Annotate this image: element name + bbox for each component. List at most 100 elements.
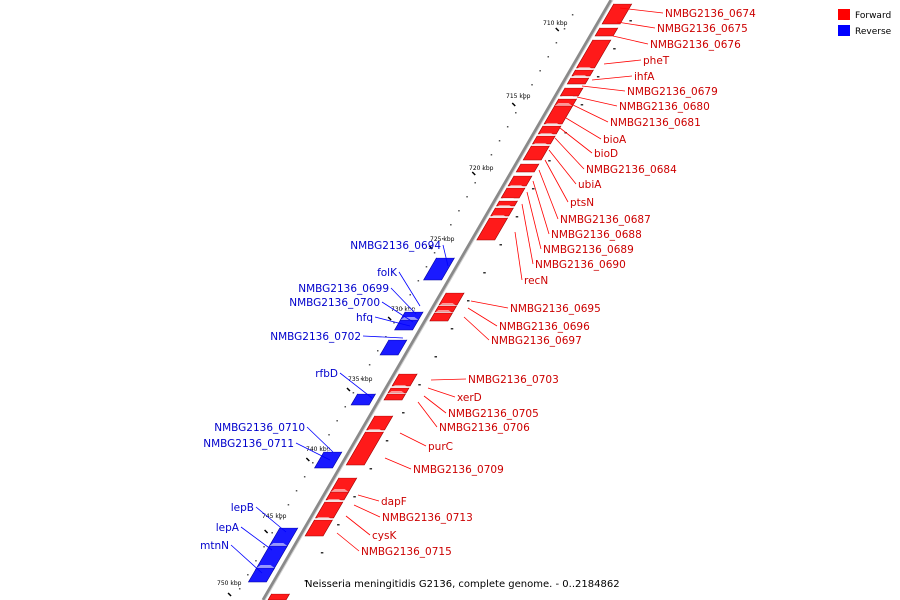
forward-gene-label[interactable]: NMBG2136_0690 [535,259,626,271]
gene-highlight [542,123,561,126]
reverse-gene-label[interactable]: NMBG2136_0699 [298,283,389,295]
forward-gene-arrow[interactable] [522,143,550,161]
forward-gene-label[interactable]: NMBG2136_0697 [491,335,582,347]
label-leader-line [306,426,334,453]
forward-gene-arrow[interactable] [345,429,384,466]
map-caption: Neisseria meningitidis G2136, complete g… [305,579,620,590]
reverse-gene-label[interactable]: rfbD [315,368,338,380]
reverse-gene-label[interactable]: hfq [356,312,373,324]
forward-gene-arrow[interactable] [537,123,562,135]
gene-highlight [271,591,290,594]
reverse-gene-arrow[interactable] [379,337,408,356]
gene-label-layer: NMBG2136_0674 NMBG2136_0675 NMBG2136_0676p… [200,7,756,574]
forward-gene-label[interactable]: NMBG2136_0684 [586,164,677,176]
forward-gene-arrow[interactable] [507,173,533,187]
gene-highlight [269,543,288,546]
forward-gene-arrow[interactable] [429,310,453,322]
forward-gene-label[interactable]: NMBG2136_0680 [619,101,710,113]
forward-gene-arrow[interactable] [571,67,594,77]
reverse-gene-label[interactable]: NMBG2136_0710 [214,422,305,434]
forward-gene-arrow[interactable] [383,391,407,401]
gene-body [594,27,619,37]
label-leader-line [357,494,380,502]
forward-gene-arrow[interactable] [366,413,394,431]
forward-legend-label: Forward [855,11,891,21]
forward-gene-label[interactable]: xerD [457,392,482,404]
label-leader-line [554,137,585,170]
forward-gene-label[interactable]: ubiA [578,179,602,191]
forward-gene-arrow[interactable] [531,133,556,145]
forward-gene-label[interactable]: ihfA [634,71,655,83]
minor-tick-dot [409,294,411,296]
reverse-gene-label[interactable]: lepA [216,522,240,534]
forward-gene-label[interactable]: dapF [381,496,407,508]
reverse-gene-label[interactable]: NMBG2136_0702 [270,331,361,343]
tick-label: 745 kbp [262,513,287,520]
forward-gene-arrow[interactable] [559,85,584,97]
reverse-gene-arrow[interactable] [247,565,276,583]
forward-gene-label[interactable]: ptsN [570,197,594,209]
forward-gene-label[interactable]: NMBG2136_0689 [543,244,634,256]
forward-gene-arrow[interactable] [566,75,590,85]
forward-gene-label[interactable]: NMBG2136_0687 [560,214,651,226]
tick-label: 735 kbp [348,376,373,383]
forward-gene-label[interactable]: recN [524,275,548,287]
forward-gene-arrow[interactable] [315,499,344,519]
reverse-gene-label[interactable]: lepB [231,502,254,514]
forward-gene-arrow[interactable] [543,103,574,125]
forward-gene-label[interactable]: bioA [603,134,627,146]
forward-gene-label[interactable]: bioD [594,148,618,160]
forward-gene-arrow[interactable] [500,185,526,199]
label-leader-line [442,244,449,267]
forward-gene-arrow[interactable] [601,1,633,25]
forward-gene-arrow[interactable] [490,205,514,217]
forward-gene-label[interactable]: cysK [372,530,397,542]
forward-gene-label[interactable]: NMBG2136_0713 [382,512,473,524]
forward-gene-arrow[interactable] [495,198,518,207]
forward-gene-label[interactable]: NMBG2136_0675 [657,23,748,35]
label-leader-line [463,316,490,341]
reverse-gene-arrow[interactable] [268,525,299,547]
reverse-legend-label: Reverse [855,27,892,37]
gene-body [247,567,276,583]
reverse-gene-label[interactable]: NMBG2136_0694 [350,240,441,252]
forward-gene-arrow[interactable] [476,215,509,241]
reverse-gene-arrow[interactable] [350,391,377,406]
forward-gene-label[interactable]: NMBG2136_0706 [439,422,530,434]
forward-gene-label[interactable]: NMBG2136_0705 [448,408,539,420]
forward-gene-label[interactable]: pheT [643,55,670,67]
forward-gene-arrow[interactable] [438,290,465,306]
forward-gene-label[interactable]: NMBG2136_0703 [468,374,559,386]
forward-gene-label[interactable]: NMBG2136_0688 [551,229,642,241]
reverse-gene-arrow[interactable] [314,449,343,469]
label-leader-line [230,544,263,574]
forward-gene-label[interactable]: NMBG2136_0681 [610,117,701,129]
label-leader-line [514,231,523,281]
forward-gene-arrow[interactable] [304,517,333,537]
forward-gene-label[interactable]: purC [428,441,453,453]
gene-body [500,187,526,199]
forward-gene-arrow[interactable] [391,371,418,387]
forward-gene-label[interactable]: NMBG2136_0695 [510,303,601,315]
forward-gene-arrow[interactable] [325,489,350,501]
forward-gene-arrow[interactable] [267,591,291,600]
forward-gene-label[interactable]: NMBG2136_0674 [665,8,756,20]
label-leader-line [427,387,456,398]
reverse-gene-label[interactable]: NMBG2136_0711 [203,438,294,450]
reverse-gene-arrow[interactable] [394,317,419,331]
reverse-gene-label[interactable]: NMBG2136_0700 [289,297,380,309]
forward-gene-arrow[interactable] [594,25,619,37]
forward-gene-label[interactable]: NMBG2136_0709 [413,464,504,476]
reverse-gene-label[interactable]: mtnN [200,540,229,552]
outer-tick-dash [531,188,535,190]
forward-gene-arrow[interactable] [576,37,612,69]
reverse-gene-label[interactable]: folK [377,267,398,279]
forward-gene-label[interactable]: NMBG2136_0676 [650,39,741,51]
forward-gene-arrow[interactable] [515,161,540,173]
forward-gene-label[interactable]: NMBG2136_0696 [499,321,590,333]
forward-gene-label[interactable]: NMBG2136_0715 [361,546,452,558]
outer-tick-dash [320,552,324,554]
forward-gene-label[interactable]: NMBG2136_0679 [627,86,718,98]
tick-mark [264,529,269,534]
tick-label: 740 kbp [306,446,331,453]
